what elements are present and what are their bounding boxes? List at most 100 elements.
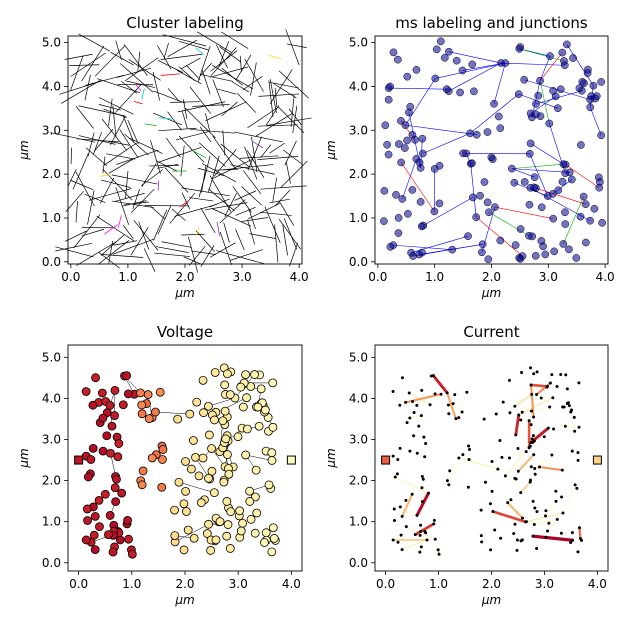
wire-segment bbox=[210, 67, 248, 77]
current-edge bbox=[539, 467, 562, 470]
wire-segment bbox=[186, 65, 200, 80]
voltage-node bbox=[246, 487, 254, 495]
wire-segment bbox=[112, 175, 158, 184]
junction-marker bbox=[401, 144, 408, 151]
wire-segment bbox=[285, 141, 296, 165]
wire-segment bbox=[217, 89, 236, 94]
current-node bbox=[406, 421, 409, 424]
current-node bbox=[465, 391, 468, 394]
current-node bbox=[532, 416, 535, 419]
current-node bbox=[516, 447, 519, 450]
junction-marker bbox=[573, 254, 580, 261]
y-tick-label: 5.0 bbox=[349, 36, 368, 50]
junction-marker bbox=[419, 135, 426, 142]
current-node bbox=[552, 428, 555, 431]
y-tick-label: 1.0 bbox=[349, 211, 368, 225]
wire-segment bbox=[269, 80, 273, 117]
current-node bbox=[525, 450, 528, 453]
current-node bbox=[550, 453, 553, 456]
cluster-segment bbox=[253, 142, 263, 148]
junction-marker bbox=[485, 256, 492, 263]
x-tick-label: 2.0 bbox=[482, 270, 501, 284]
voltage-node bbox=[239, 403, 247, 411]
cluster-segment bbox=[134, 101, 143, 104]
voltage-node bbox=[210, 489, 218, 497]
voltage-node bbox=[205, 520, 213, 528]
wire-segment bbox=[82, 229, 104, 236]
current-node bbox=[467, 486, 470, 489]
voltage-node bbox=[87, 456, 95, 464]
junction-marker bbox=[394, 56, 401, 63]
current-node bbox=[573, 416, 576, 419]
current-node bbox=[467, 445, 470, 448]
wire-segment bbox=[139, 222, 149, 250]
current-node bbox=[509, 498, 512, 501]
current-node bbox=[483, 418, 486, 421]
voltage-node bbox=[111, 484, 119, 492]
current-node bbox=[578, 426, 581, 429]
wire-segment bbox=[275, 190, 290, 206]
voltage-node bbox=[98, 389, 106, 397]
current-node bbox=[495, 413, 498, 416]
voltage-node bbox=[182, 457, 190, 465]
wire-segment bbox=[158, 205, 171, 234]
junction-marker bbox=[598, 78, 605, 85]
ms-segment bbox=[449, 63, 501, 91]
current-node bbox=[480, 540, 483, 543]
voltage-node bbox=[138, 401, 146, 409]
x-tick-label: 3.0 bbox=[233, 270, 252, 284]
voltage-node bbox=[221, 407, 229, 415]
current-node bbox=[457, 456, 460, 459]
x-tick-label: 2.0 bbox=[175, 270, 194, 284]
current-node bbox=[453, 393, 456, 396]
current-node bbox=[540, 397, 543, 400]
junction-marker bbox=[598, 132, 605, 139]
voltage-node bbox=[106, 401, 114, 409]
wire-segment bbox=[219, 41, 229, 67]
voltage-node bbox=[171, 532, 179, 540]
junction-marker bbox=[532, 100, 539, 107]
current-node bbox=[532, 500, 535, 503]
wire-segment bbox=[188, 237, 197, 273]
y-tick-label: 3.0 bbox=[42, 433, 61, 447]
current-node bbox=[533, 523, 536, 526]
wire-segment bbox=[265, 207, 280, 243]
current-node bbox=[457, 416, 460, 419]
voltage-node bbox=[262, 529, 270, 537]
current-node bbox=[529, 481, 532, 484]
voltage-node bbox=[269, 379, 277, 387]
current-node bbox=[515, 549, 518, 552]
y-tick-label: 4.0 bbox=[42, 79, 61, 93]
current-node bbox=[530, 423, 533, 426]
current-node bbox=[521, 411, 524, 414]
voltage-node bbox=[195, 472, 203, 480]
current-node bbox=[415, 514, 418, 517]
voltage-node bbox=[184, 526, 192, 534]
junction-marker bbox=[419, 150, 426, 157]
y-tick-label: 3.0 bbox=[42, 123, 61, 137]
junction-marker bbox=[519, 252, 526, 259]
current-node bbox=[560, 495, 563, 498]
junction-marker bbox=[403, 137, 410, 144]
voltage-node bbox=[269, 524, 277, 532]
voltage-node bbox=[251, 529, 259, 537]
junction-marker bbox=[569, 54, 576, 61]
wire-segment bbox=[184, 257, 202, 265]
wire-segment bbox=[222, 102, 238, 116]
wire-segment bbox=[164, 43, 168, 59]
current-node bbox=[528, 419, 531, 422]
current-node bbox=[520, 371, 523, 374]
wire-segment bbox=[97, 216, 135, 241]
current-node bbox=[530, 465, 533, 468]
current-node bbox=[575, 487, 578, 490]
voltage-node bbox=[208, 445, 216, 453]
wire-segment bbox=[133, 189, 140, 209]
voltage-node bbox=[255, 422, 263, 430]
junction-marker bbox=[485, 209, 492, 216]
current-node bbox=[411, 493, 414, 496]
current-node bbox=[521, 517, 524, 520]
voltage-node bbox=[251, 371, 259, 379]
voltage-node bbox=[222, 435, 230, 443]
current-node bbox=[454, 417, 457, 420]
current-node bbox=[534, 473, 537, 476]
